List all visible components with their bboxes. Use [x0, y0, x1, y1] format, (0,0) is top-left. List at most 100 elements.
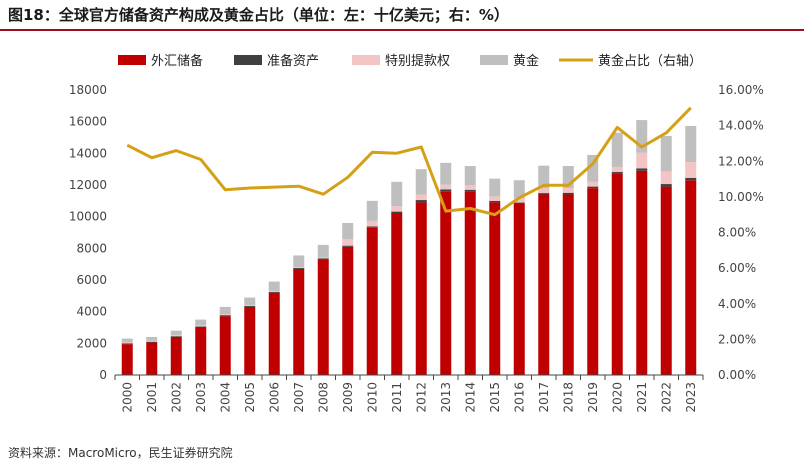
- y-right-tick-label: 14.00%: [718, 119, 764, 133]
- bar-gold-2005: [244, 297, 256, 306]
- legend-reserve-swatch: [234, 55, 262, 65]
- legend-sdr-label: 特别提款权: [385, 53, 450, 69]
- chart-area: 外汇储备 准备资产 特别提款权 黄金 黄金占比（右轴） 2000 2001 2002 2003…: [69, 53, 764, 413]
- bar-reserve-2005: [244, 305, 256, 307]
- bar-sdr-2012: [415, 194, 427, 201]
- bar-sdr-2001: [146, 340, 158, 342]
- bar-gold-2019: [587, 154, 599, 182]
- bar-forex-2003: [195, 327, 207, 375]
- bar-reserve-2000: [121, 343, 133, 345]
- bar-forex-2000: [121, 344, 133, 375]
- y-left-tick-label: 16000: [69, 115, 107, 129]
- bar-gold-2006: [268, 281, 280, 291]
- bar-reserve-2012: [415, 200, 427, 203]
- legend-gold-label: 黄金: [513, 53, 539, 69]
- bar-sdr-2023: [685, 162, 697, 178]
- bar-forex-2023: [685, 180, 697, 375]
- legend-gold-ratio-label: 黄金占比（右轴）: [598, 53, 702, 69]
- bar-reserve-2001: [146, 341, 158, 343]
- bar-forex-2022: [660, 186, 672, 375]
- bar-reserve-2008: [317, 258, 329, 260]
- bar-sdr-2013: [440, 184, 452, 190]
- bar-reserve-2020: [611, 172, 623, 174]
- x-tick-label: 2005: [243, 382, 257, 413]
- bar-sdr-2014: [464, 185, 476, 190]
- x-tick-label: 2015: [488, 382, 502, 413]
- bar-reserve-2017: [538, 193, 550, 195]
- bar-forex-2019: [587, 188, 599, 375]
- x-tick-label: 2003: [194, 382, 208, 413]
- y-left-tick-label: 10000: [69, 210, 107, 224]
- bar-sdr-2002: [170, 335, 182, 337]
- legend-sdr-swatch: [352, 55, 380, 65]
- legend-gold-swatch: [480, 55, 508, 65]
- bar-gold-2018: [562, 166, 574, 189]
- bar-reserve-2007: [293, 267, 305, 269]
- x-tick-label: 2008: [316, 382, 330, 413]
- bar-reserve-2002: [170, 336, 182, 337]
- axes: 2000 2001 2002 2003 2004 2005 2006 2007 2008 2009…: [69, 83, 764, 413]
- x-tick-label: 2018: [561, 382, 575, 413]
- bar-reserve-2014: [464, 189, 476, 192]
- bar-gold-2002: [170, 330, 182, 336]
- x-tick-label: 2001: [145, 382, 159, 413]
- y-left-tick-label: 12000: [69, 178, 107, 192]
- bar-reserve-2019: [587, 186, 599, 189]
- bar-gold-2014: [464, 166, 476, 185]
- y-right-tick-label: 10.00%: [718, 190, 764, 204]
- bar-sdr-2005: [244, 305, 256, 306]
- x-tick-label: 2012: [414, 382, 428, 413]
- bar-gold-2000: [121, 338, 133, 343]
- bar-gold-2010: [366, 200, 378, 221]
- bar-gold-2022: [660, 135, 672, 172]
- y-left-tick-label: 6000: [76, 273, 107, 287]
- x-tick-label: 2023: [684, 382, 698, 413]
- bar-gold-2009: [342, 223, 354, 240]
- chart-title: 图18：全球官方储备资产构成及黄金占比（单位：左：十亿美元；右：%）: [8, 6, 509, 24]
- y-right-tick-label: 16.00%: [718, 83, 764, 97]
- bar-gold-2017: [538, 165, 550, 189]
- gold-ratio-polyline: [126, 106, 692, 217]
- bar-sdr-2019: [587, 181, 599, 187]
- legend-forex-label: 外汇储备: [151, 53, 203, 69]
- legend-reserve-label: 准备资产: [267, 53, 319, 69]
- bar-gold-2016: [513, 180, 525, 199]
- bar-reserve-2009: [342, 245, 354, 247]
- bar-sdr-2010: [366, 220, 378, 227]
- bar-reserve-2015: [489, 200, 501, 203]
- legend-forex-swatch: [118, 55, 146, 65]
- bar-forex-2006: [268, 292, 280, 375]
- x-tick-label: 2004: [218, 382, 232, 413]
- y-left-tick-label: 14000: [69, 146, 107, 160]
- y-left-tick-label: 4000: [76, 305, 107, 319]
- bar-forex-2020: [611, 173, 623, 375]
- bar-forex-2013: [440, 191, 452, 375]
- bar-gold-2001: [146, 337, 158, 341]
- x-tick-label: 2007: [292, 382, 306, 413]
- x-tick-label: 2006: [267, 382, 281, 413]
- y-left-tick-label: 0: [99, 368, 107, 382]
- bar-forex-2004: [219, 316, 231, 375]
- y-right-tick-label: 12.00%: [718, 154, 764, 168]
- bar-sdr-2018: [562, 188, 574, 193]
- bar-forex-2002: [170, 337, 182, 375]
- bar-forex-2011: [391, 213, 403, 375]
- bar-sdr-2003: [195, 325, 207, 327]
- x-tick-label: 2013: [439, 382, 453, 413]
- x-tick-label: 2016: [512, 382, 526, 413]
- legend: 外汇储备 准备资产 特别提款权 黄金 黄金占比（右轴）: [118, 53, 702, 69]
- bar-gold-2007: [293, 255, 305, 268]
- y-right-tick-label: 4.00%: [718, 297, 756, 311]
- bars: [121, 120, 697, 375]
- bar-sdr-2021: [636, 152, 648, 169]
- bar-gold-2008: [317, 244, 329, 258]
- bar-sdr-2017: [538, 188, 550, 194]
- y-right-tick-label: 0.00%: [718, 368, 756, 382]
- bar-gold-2020: [611, 132, 623, 167]
- bar-reserve-2006: [268, 291, 280, 293]
- x-tick-label: 2002: [169, 382, 183, 413]
- bar-gold-2023: [685, 125, 697, 163]
- bar-sdr-2004: [219, 314, 231, 316]
- x-tick-label: 2022: [659, 382, 673, 413]
- bar-gold-2012: [415, 169, 427, 195]
